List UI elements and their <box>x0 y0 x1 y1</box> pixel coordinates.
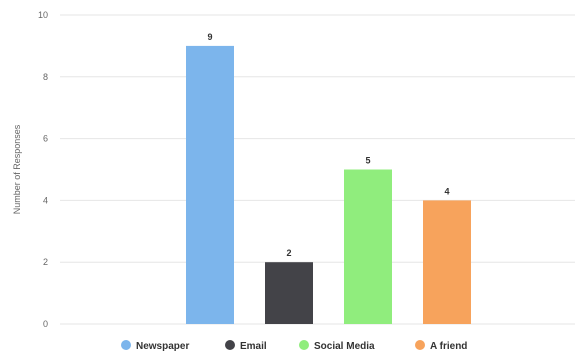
data-label: 9 <box>207 32 212 42</box>
legend-marker <box>121 340 131 350</box>
data-label: 5 <box>365 156 370 166</box>
legend-label: Email <box>240 341 267 352</box>
legend[interactable]: Newspaper Email Social Media A friend <box>121 340 467 352</box>
legend-item[interactable]: A friend <box>415 340 467 352</box>
y-tick-label: 2 <box>43 257 48 267</box>
y-axis-ticks: 0 2 4 6 8 10 <box>38 10 48 329</box>
data-labels: 9 2 5 4 <box>207 32 449 258</box>
legend-label: Newspaper <box>136 341 189 352</box>
data-label: 2 <box>286 248 291 258</box>
legend-item[interactable]: Newspaper <box>121 340 189 352</box>
y-tick-label: 0 <box>43 319 48 329</box>
legend-marker <box>415 340 425 350</box>
bar-a-friend[interactable] <box>423 200 471 324</box>
y-tick-label: 10 <box>38 10 48 20</box>
data-label: 4 <box>444 186 449 196</box>
y-tick-label: 8 <box>43 72 48 82</box>
legend-item[interactable]: Social Media <box>299 340 375 352</box>
bar-newspaper[interactable] <box>186 45 234 325</box>
bar-email[interactable] <box>265 262 313 324</box>
gridlines <box>60 14 575 325</box>
y-axis-label: Number of Responses <box>12 124 22 214</box>
bar-social-media[interactable] <box>344 169 392 325</box>
bars <box>186 45 471 325</box>
legend-marker <box>299 340 309 350</box>
y-tick-label: 6 <box>43 134 48 144</box>
y-tick-label: 4 <box>43 195 48 205</box>
legend-item[interactable]: Email <box>225 340 267 352</box>
legend-label: A friend <box>430 341 467 352</box>
legend-label: Social Media <box>314 341 375 352</box>
legend-marker <box>225 340 235 350</box>
